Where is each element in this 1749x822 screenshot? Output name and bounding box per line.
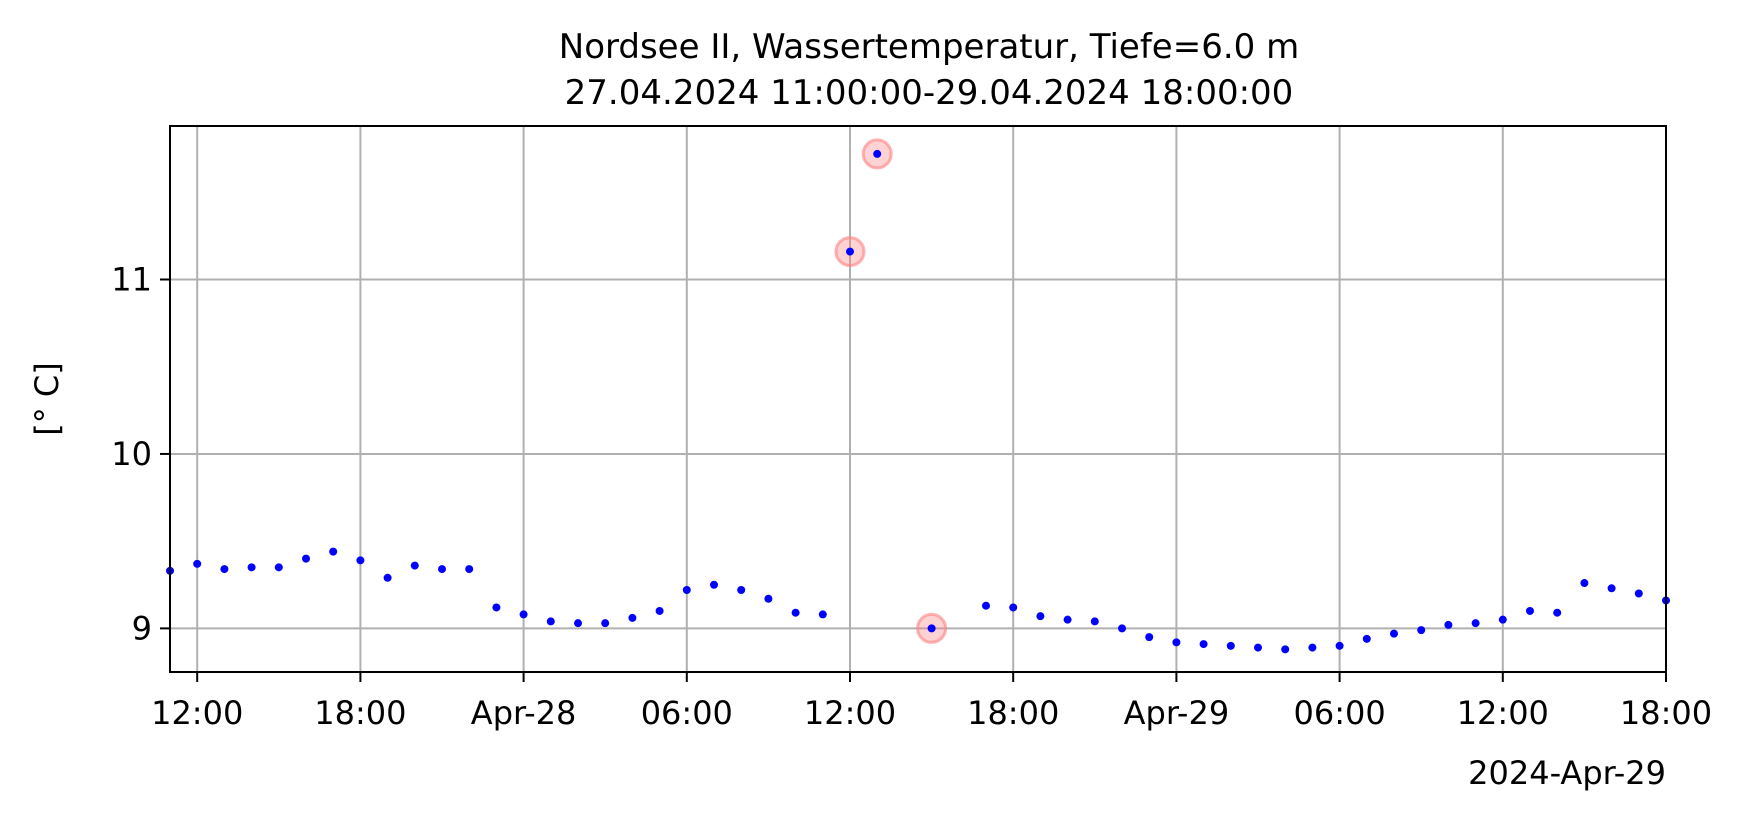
data-point (1199, 640, 1208, 649)
data-point (1226, 641, 1235, 650)
data-point (982, 601, 990, 610)
plot-frame (169, 125, 1667, 673)
data-point (383, 573, 392, 582)
data-point (220, 565, 229, 574)
flagged-markers (834, 138, 948, 644)
y-tick-label: 10 (111, 435, 152, 473)
x-axis-offset-label: 2024-Apr-29 (1468, 754, 1666, 792)
data-point (1308, 643, 1317, 652)
x-tick-label: 12:00 (1457, 694, 1549, 732)
data-point (1362, 634, 1371, 643)
data-point (356, 556, 365, 565)
data-point (601, 619, 610, 628)
grid (170, 126, 1667, 672)
data-point (1390, 629, 1398, 638)
data-point (873, 149, 882, 158)
x-tick-label: Apr-28 (471, 694, 577, 732)
data-point (1607, 584, 1616, 593)
data-point (927, 624, 936, 633)
x-tick-label: 18:00 (967, 694, 1059, 732)
data-point (1498, 615, 1507, 624)
data-point (1036, 612, 1045, 621)
y-tick-label: 11 (111, 261, 152, 299)
data-point (1281, 645, 1290, 654)
data-point (1172, 638, 1181, 647)
data-point (1009, 603, 1018, 612)
x-tick-label: 06:00 (641, 694, 733, 732)
data-point (1090, 617, 1099, 626)
data-point (1417, 626, 1426, 635)
data-point (274, 563, 283, 572)
data-point (628, 613, 637, 622)
x-axis: 12:00 18:00 Apr-28 06:00 12:00 18:00 Apr-29 06:… (151, 672, 1712, 732)
data-point (737, 586, 746, 595)
data-point (1471, 619, 1480, 628)
data-points (166, 149, 1670, 654)
data-point (193, 559, 202, 568)
data-point (1553, 608, 1562, 617)
data-point (682, 586, 691, 595)
y-axis: 9 10 11 (111, 261, 170, 647)
data-point (846, 247, 854, 256)
data-point (1254, 643, 1262, 652)
data-point (791, 608, 800, 617)
data-point (574, 619, 582, 628)
chart-subtitle: 27.04.2024 11:00:00-29.04.2024 18:00:00 (565, 73, 1294, 113)
x-tick-label: Apr-29 (1124, 694, 1230, 732)
data-point (1444, 620, 1453, 629)
data-point (329, 547, 338, 556)
data-point (492, 603, 501, 612)
data-point (410, 561, 419, 570)
y-axis-label: [° C] (28, 362, 66, 435)
data-point (710, 580, 718, 589)
data-point (438, 565, 446, 574)
data-point (1145, 633, 1154, 642)
data-point (764, 594, 773, 603)
data-point (247, 563, 256, 572)
data-point (302, 554, 310, 563)
x-tick-label: 12:00 (151, 694, 243, 732)
data-point (1580, 579, 1589, 588)
data-point (1335, 641, 1344, 650)
y-tick-label: 9 (132, 609, 152, 647)
x-tick-label: 06:00 (1293, 694, 1385, 732)
data-point (655, 606, 664, 615)
x-tick-label: 12:00 (804, 694, 896, 732)
data-point (1526, 606, 1534, 615)
x-tick-label: 18:00 (314, 694, 406, 732)
x-tick-label: 18:00 (1620, 694, 1712, 732)
data-point (818, 610, 827, 619)
data-point (1118, 624, 1126, 633)
data-point (465, 565, 474, 574)
data-point (1634, 589, 1643, 598)
data-point (546, 617, 555, 626)
data-point (1063, 615, 1072, 624)
chart-title: Nordsee II, Wassertemperatur, Tiefe=6.0 … (559, 27, 1299, 67)
data-point (519, 610, 528, 619)
